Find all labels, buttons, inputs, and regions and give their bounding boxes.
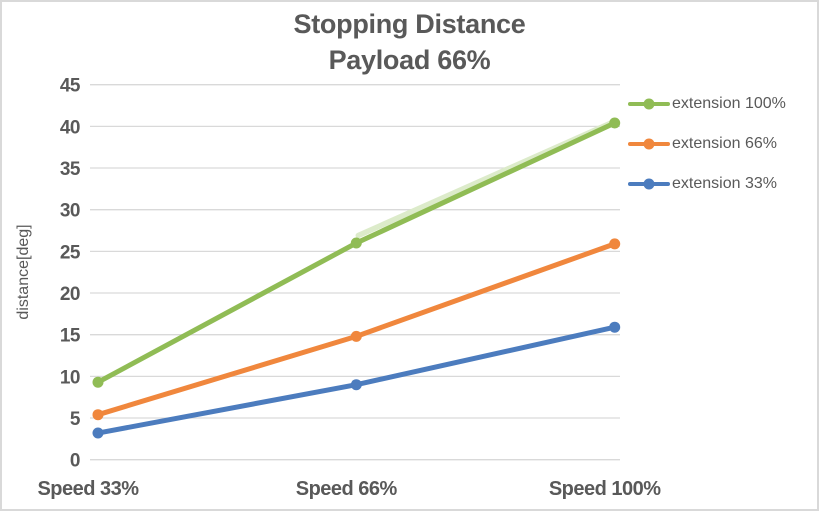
y-axis-tick-label-35: 35 [60,159,81,180]
series-marker-extension-100--1 [92,376,104,388]
legend-marker-line [628,138,670,150]
x-axis-label-2: Speed 66% [296,478,398,500]
series-marker-extension-33--1 [92,427,104,439]
legend: extension 100% extension 66% extension 33% [628,84,786,204]
y-axis-tick-label-30: 30 [60,201,80,222]
x-axis-label-1: Speed 33% [37,478,139,500]
legend-marker-dot [643,98,655,110]
y-axis-tick-label-0: 0 [70,451,80,472]
series-marker-extension-66--1 [92,409,104,421]
chart-title: Stopping Distance Payload 66% [2,6,817,78]
legend-item-extension-100-: extension 100% [628,84,786,124]
series-marker-extension-33--3 [609,321,621,333]
y-axis-tick-label-5: 5 [70,409,81,430]
y-axis-tick-label-40: 40 [60,117,80,138]
legend-item-extension-33-: extension 33% [628,164,786,204]
legend-marker-line [628,178,670,190]
series-marker-extension-100--2 [350,237,362,249]
legend-label: extension 66% [672,135,777,152]
x-axis-label-3: Speed 100% [549,478,661,500]
legend-marker-dot [643,178,655,190]
legend-marker-line [628,98,670,110]
series-marker-extension-33--2 [350,379,362,391]
series-marker-extension-100--3 [609,117,621,129]
y-axis-tick-label-25: 25 [60,242,81,263]
chart-title-line1: Stopping Distance [293,9,526,39]
y-axis-tick-label-20: 20 [60,284,80,305]
y-axis-tick-label-15: 15 [60,326,81,347]
series-marker-extension-66--3 [609,238,621,250]
y-axis-tick-label-10: 10 [60,367,80,388]
series-marker-extension-66--2 [350,330,362,342]
legend-label: extension 33% [672,175,777,192]
legend-item-extension-66-: extension 66% [628,124,786,164]
legend-label: extension 100% [672,95,786,112]
legend-marker-dot [643,138,655,150]
chart-title-line2: Payload 66% [328,45,491,75]
y-axis-tick-label-45: 45 [60,76,81,97]
